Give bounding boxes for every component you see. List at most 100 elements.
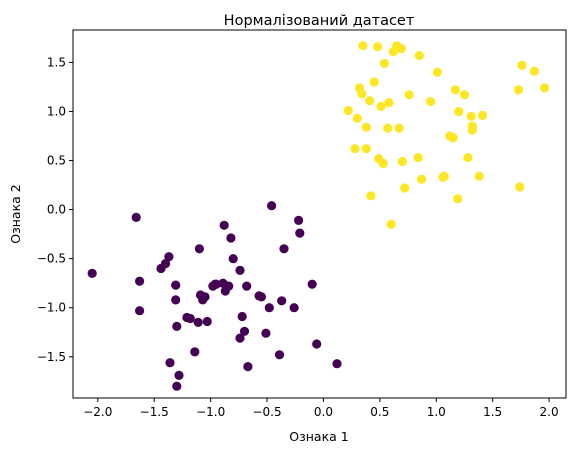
data-point-s1-40 bbox=[466, 111, 476, 121]
data-point-s1-6 bbox=[361, 122, 371, 132]
y-tick-label-4: 0.5 bbox=[47, 154, 66, 168]
data-point-s0-7 bbox=[165, 358, 175, 368]
data-point-s1-26 bbox=[413, 153, 423, 163]
y-tick-label-5: 1.0 bbox=[47, 104, 66, 118]
data-point-s1-13 bbox=[376, 101, 386, 112]
y-axis-label: Ознака 2 bbox=[8, 184, 23, 243]
data-point-s0-11 bbox=[172, 381, 182, 391]
x-tick-label-3: −0.5 bbox=[252, 405, 281, 419]
data-point-s0-10 bbox=[172, 321, 182, 331]
data-point-s1-37 bbox=[454, 106, 464, 117]
data-point-s1-36 bbox=[453, 194, 463, 204]
data-point-s0-0 bbox=[87, 268, 97, 278]
data-point-s1-8 bbox=[365, 96, 375, 106]
data-point-s0-41 bbox=[267, 201, 277, 211]
data-point-s1-15 bbox=[379, 58, 389, 68]
data-point-s0-31 bbox=[235, 265, 245, 275]
data-point-s0-5 bbox=[160, 259, 171, 269]
data-point-s0-12 bbox=[174, 370, 184, 380]
y-axis-ticks: −1.5 −1.0 −0.5 0.0 0.5 1.0 1.5 bbox=[37, 55, 73, 364]
data-point-s0-42 bbox=[274, 350, 285, 360]
data-point-s1-49 bbox=[540, 83, 550, 93]
data-point-s0-36 bbox=[243, 362, 253, 372]
y-tick-label-6: 1.5 bbox=[47, 55, 66, 69]
data-point-s1-11 bbox=[373, 42, 383, 52]
data-point-s0-46 bbox=[294, 215, 304, 225]
data-point-s1-10 bbox=[369, 77, 379, 87]
data-point-s1-14 bbox=[378, 158, 388, 169]
data-point-s1-44 bbox=[477, 110, 488, 120]
data-point-s0-6 bbox=[164, 252, 174, 262]
data-point-s1-24 bbox=[400, 183, 410, 193]
x-axis-ticks: −2.0 −1.5 −1.0 −0.5 0.0 0.5 1.0 1.5 2.0 bbox=[83, 398, 559, 419]
data-point-s1-43 bbox=[474, 171, 484, 181]
x-tick-label-6: 1.0 bbox=[427, 405, 446, 419]
data-point-s1-4 bbox=[357, 89, 367, 99]
data-point-s1-34 bbox=[448, 133, 458, 143]
data-point-s1-16 bbox=[383, 123, 393, 133]
x-tick-label-2: −1.0 bbox=[196, 405, 225, 419]
data-point-s1-38 bbox=[459, 90, 470, 100]
data-point-s0-49 bbox=[312, 339, 322, 349]
data-point-s1-45 bbox=[514, 85, 524, 95]
data-point-s0-45 bbox=[289, 303, 299, 313]
y-tick-label-2: −0.5 bbox=[37, 252, 66, 266]
data-point-s0-44 bbox=[279, 244, 289, 254]
data-point-s0-17 bbox=[194, 244, 204, 254]
data-point-s1-39 bbox=[463, 153, 473, 163]
data-point-s1-47 bbox=[517, 60, 527, 70]
data-points bbox=[87, 41, 550, 391]
data-point-s1-42 bbox=[467, 125, 477, 135]
data-point-s0-26 bbox=[219, 220, 229, 230]
data-point-s1-46 bbox=[515, 182, 525, 192]
plot-area bbox=[73, 30, 566, 398]
chart-title: Нормалізований датасет bbox=[224, 13, 415, 29]
data-point-s0-9 bbox=[171, 295, 181, 305]
data-point-s0-21 bbox=[202, 316, 212, 327]
data-point-s0-47 bbox=[295, 228, 305, 238]
data-point-s1-29 bbox=[426, 97, 436, 107]
data-point-s0-32 bbox=[237, 311, 247, 322]
data-point-s0-40 bbox=[264, 303, 274, 313]
data-point-s1-30 bbox=[432, 67, 442, 77]
y-tick-label-3: 0.0 bbox=[47, 203, 66, 217]
data-point-s1-23 bbox=[397, 156, 407, 167]
data-point-s1-28 bbox=[417, 174, 427, 184]
data-point-s0-8 bbox=[171, 280, 181, 290]
data-point-s0-43 bbox=[277, 296, 287, 306]
x-axis-label: Ознака 1 bbox=[289, 429, 348, 444]
data-point-s1-7 bbox=[361, 144, 371, 154]
x-tick-label-8: 2.0 bbox=[540, 405, 559, 419]
data-point-s1-0 bbox=[343, 105, 353, 116]
x-tick-label-1: −1.5 bbox=[140, 405, 169, 419]
data-point-s0-16 bbox=[193, 317, 203, 327]
data-point-s1-5 bbox=[358, 41, 368, 51]
data-point-s1-18 bbox=[386, 219, 396, 229]
data-point-s1-32 bbox=[439, 171, 449, 181]
data-point-s1-17 bbox=[384, 98, 394, 108]
y-tick-label-0: −1.5 bbox=[37, 350, 66, 364]
data-point-s1-25 bbox=[404, 90, 414, 100]
data-point-s0-30 bbox=[228, 254, 238, 264]
data-point-s0-1 bbox=[131, 212, 141, 222]
plot-border bbox=[72, 29, 567, 399]
data-point-s0-14 bbox=[185, 313, 195, 324]
data-point-s0-34 bbox=[239, 326, 250, 336]
x-tick-label-5: 0.5 bbox=[370, 405, 389, 419]
data-point-s0-3 bbox=[135, 306, 145, 316]
data-point-s0-33 bbox=[235, 333, 245, 343]
data-point-s0-2 bbox=[135, 276, 145, 286]
data-point-s0-50 bbox=[332, 359, 342, 369]
data-point-s1-2 bbox=[352, 113, 362, 123]
data-point-s1-35 bbox=[450, 85, 460, 95]
x-tick-label-7: 1.5 bbox=[483, 405, 502, 419]
data-point-s0-15 bbox=[190, 347, 200, 357]
x-tick-label-4: 0.0 bbox=[314, 405, 333, 419]
data-point-s0-28 bbox=[224, 281, 234, 291]
data-point-s0-20 bbox=[200, 292, 210, 302]
data-point-s0-29 bbox=[226, 233, 236, 243]
data-point-s1-22 bbox=[396, 44, 406, 54]
data-point-s1-9 bbox=[366, 191, 376, 201]
data-point-s0-35 bbox=[242, 281, 252, 291]
